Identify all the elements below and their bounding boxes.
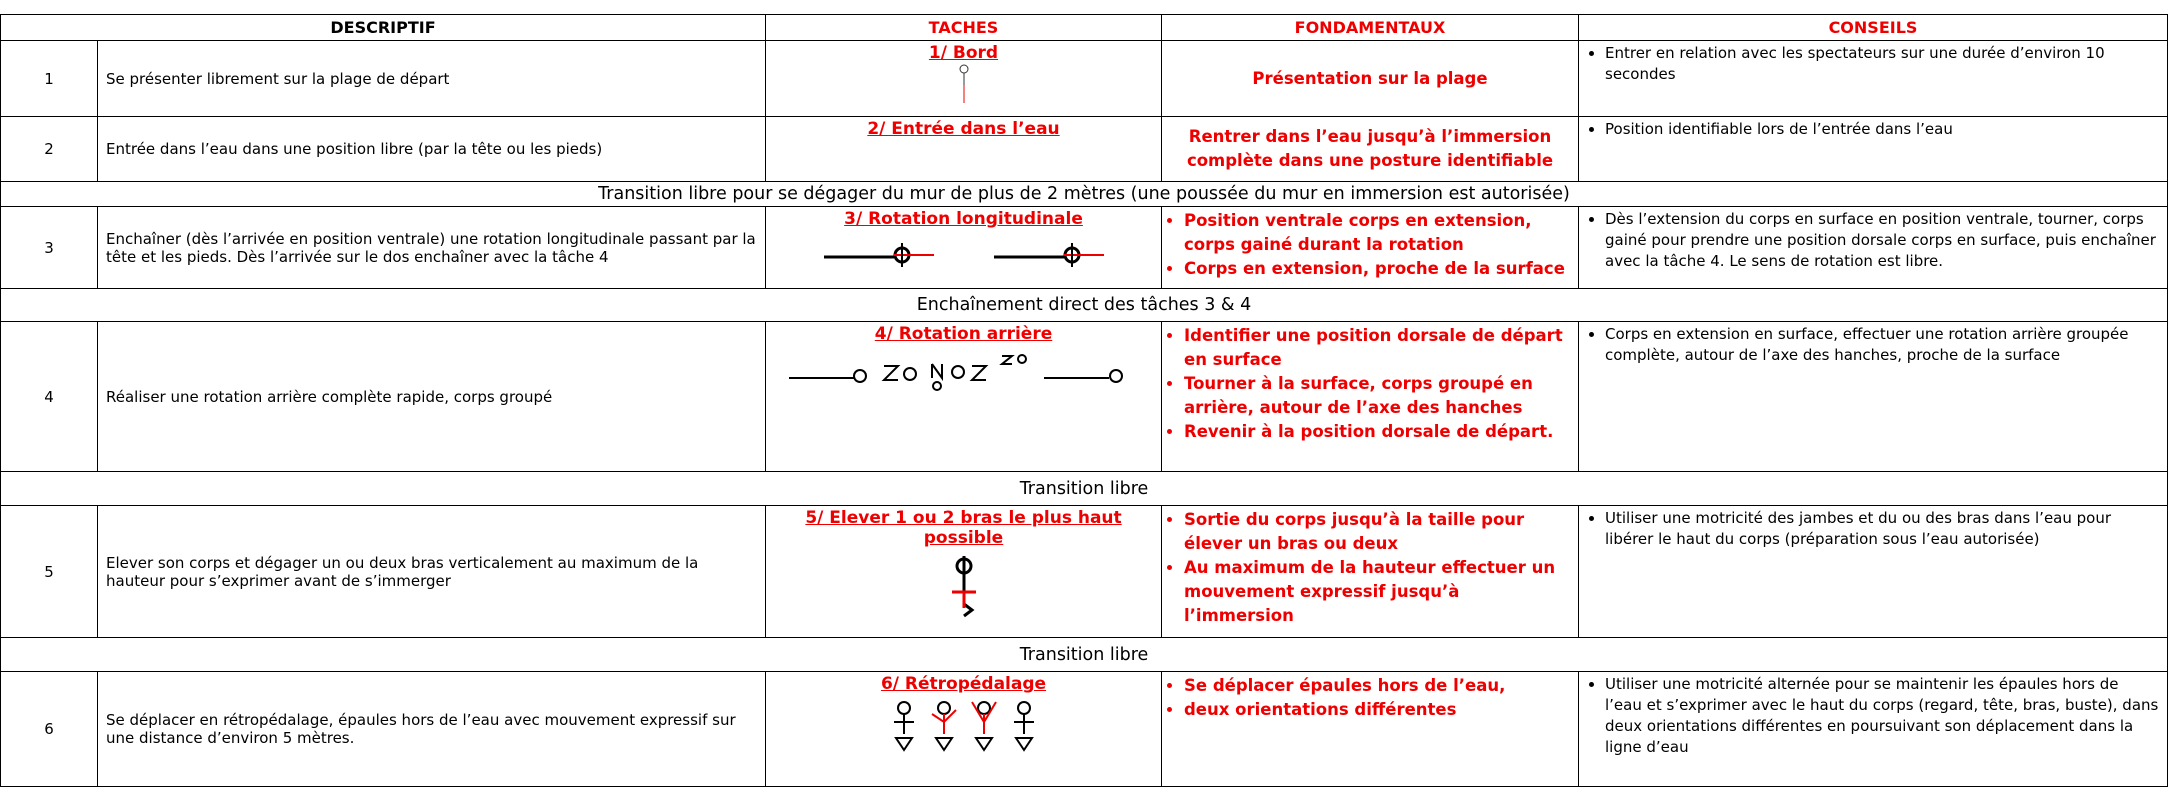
icon <box>823 243 1104 267</box>
conseils: Corps en extension en surface, effectuer… <box>1578 321 2168 472</box>
descriptif: Réaliser une rotation arrière complète r… <box>97 321 766 472</box>
transition: Transition libre <box>0 471 2168 506</box>
fondamental: Tourner à la surface, corps groupé en ar… <box>1184 372 1570 420</box>
header: CONSEILS <box>1578 14 2168 41</box>
number: 6 <box>0 671 98 787</box>
fondamentaux: Présentation sur la plage <box>1161 40 1579 117</box>
icon <box>893 701 1034 752</box>
transition: Transition libre <box>0 637 2168 672</box>
row: 2 Entrée dans l’eau dans une position li… <box>0 116 2168 182</box>
descriptif: Entrée dans l’eau dans une position libr… <box>97 116 766 182</box>
tache-title: 6/ Rétropédalage <box>880 674 1047 694</box>
tache: 5/ Elever 1 ou 2 bras le plus haut possi… <box>765 505 1162 638</box>
row: 4 Réaliser une rotation arrière complète… <box>0 321 2168 472</box>
transition: Transition libre pour se dégager du mur … <box>0 181 2168 207</box>
tache: 3/ Rotation longitudinale <box>765 206 1162 289</box>
conseil: Corps en extension en surface, effectuer… <box>1605 324 2159 366</box>
descriptif: Se présenter librement sur la plage de d… <box>97 40 766 117</box>
fondamental: Revenir à la position dorsale de départ. <box>1184 420 1570 444</box>
tache: 6/ Rétropédalage <box>765 671 1162 787</box>
number: 5 <box>0 505 98 638</box>
conseil: Utiliser une motricité alternée pour se … <box>1605 674 2159 758</box>
tache-title: 1/ Bord <box>928 43 999 63</box>
fondamental: Corps en extension, proche de la surface <box>1184 257 1570 281</box>
tache: 4/ Rotation arrière <box>765 321 1162 472</box>
row: 6 Se déplacer en rétropédalage, épaules … <box>0 671 2168 787</box>
conseils: Utiliser une motricité des jambes et du … <box>1578 505 2168 638</box>
fondamentaux: Se déplacer épaules hors de l’eau,deux o… <box>1161 671 1579 787</box>
icon <box>788 354 1123 391</box>
header-row: DESCRIPTIF TACHES FONDAMENTAUX CONSEILS <box>0 14 2168 41</box>
fondamental: Sortie du corps jusqu’à la taille pour é… <box>1184 508 1570 556</box>
number: 3 <box>0 206 98 289</box>
row: 3 Enchaîner (dès l’arrivée en position v… <box>0 206 2168 289</box>
row: 1 Se présenter librement sur la plage de… <box>0 40 2168 117</box>
row: 5 Elever son corps et dégager un ou deux… <box>0 505 2168 638</box>
fondamental: Se déplacer épaules hors de l’eau, <box>1184 674 1570 698</box>
conseil: Dès l’extension du corps en surface en p… <box>1605 209 2159 272</box>
conseils: Dès l’extension du corps en surface en p… <box>1578 206 2168 289</box>
number: 2 <box>0 116 98 182</box>
icon <box>951 556 976 618</box>
icon <box>959 64 968 103</box>
fondamental: deux orientations différentes <box>1184 698 1570 722</box>
number: 1 <box>0 40 98 117</box>
tache-title: 2/ Entrée dans l’eau <box>867 119 1060 139</box>
table: DESCRIPTIF TACHES FONDAMENTAUX CONSEILS … <box>0 14 2168 787</box>
tache-title: 4/ Rotation arrière <box>874 324 1053 344</box>
conseil: Utiliser une motricité des jambes et du … <box>1605 508 2159 550</box>
descriptif: Enchaîner (dès l’arrivée en position ven… <box>97 206 766 289</box>
descriptif: Elever son corps et dégager un ou deux b… <box>97 505 766 638</box>
fondamental: Au maximum de la hauteur effectuer un mo… <box>1184 556 1570 628</box>
number: 4 <box>0 321 98 472</box>
fondamental: Position ventrale corps en extension, co… <box>1184 209 1570 257</box>
tache: 1/ Bord <box>765 40 1162 117</box>
tache-title: 3/ Rotation longitudinale <box>844 209 1083 229</box>
header: DESCRIPTIF <box>0 14 766 41</box>
conseil: Position identifiable lors de l’entrée d… <box>1605 119 2159 140</box>
conseil: Entrer en relation avec les spectateurs … <box>1605 43 2159 85</box>
header: FONDAMENTAUX <box>1161 14 1579 41</box>
conseils: Utiliser une motricité alternée pour se … <box>1578 671 2168 787</box>
fondamentaux: Position ventrale corps en extension, co… <box>1161 206 1579 289</box>
fondamentaux: Sortie du corps jusqu’à la taille pour é… <box>1161 505 1579 638</box>
fondamental: Identifier une position dorsale de dépar… <box>1184 324 1570 372</box>
fondamentaux: Identifier une position dorsale de dépar… <box>1161 321 1579 472</box>
descriptif: Se déplacer en rétropédalage, épaules ho… <box>97 671 766 787</box>
header: TACHES <box>765 14 1162 41</box>
tache-title: 5/ Elever 1 ou 2 bras le plus haut possi… <box>805 508 1122 548</box>
transition: Enchaînement direct des tâches 3 & 4 <box>0 288 2168 322</box>
conseils: Position identifiable lors de l’entrée d… <box>1578 116 2168 182</box>
conseils: Entrer en relation avec les spectateurs … <box>1578 40 2168 117</box>
tache: 2/ Entrée dans l’eau <box>765 116 1162 182</box>
fondamentaux: Rentrer dans l’eau jusqu’à l’immersion c… <box>1161 116 1579 182</box>
